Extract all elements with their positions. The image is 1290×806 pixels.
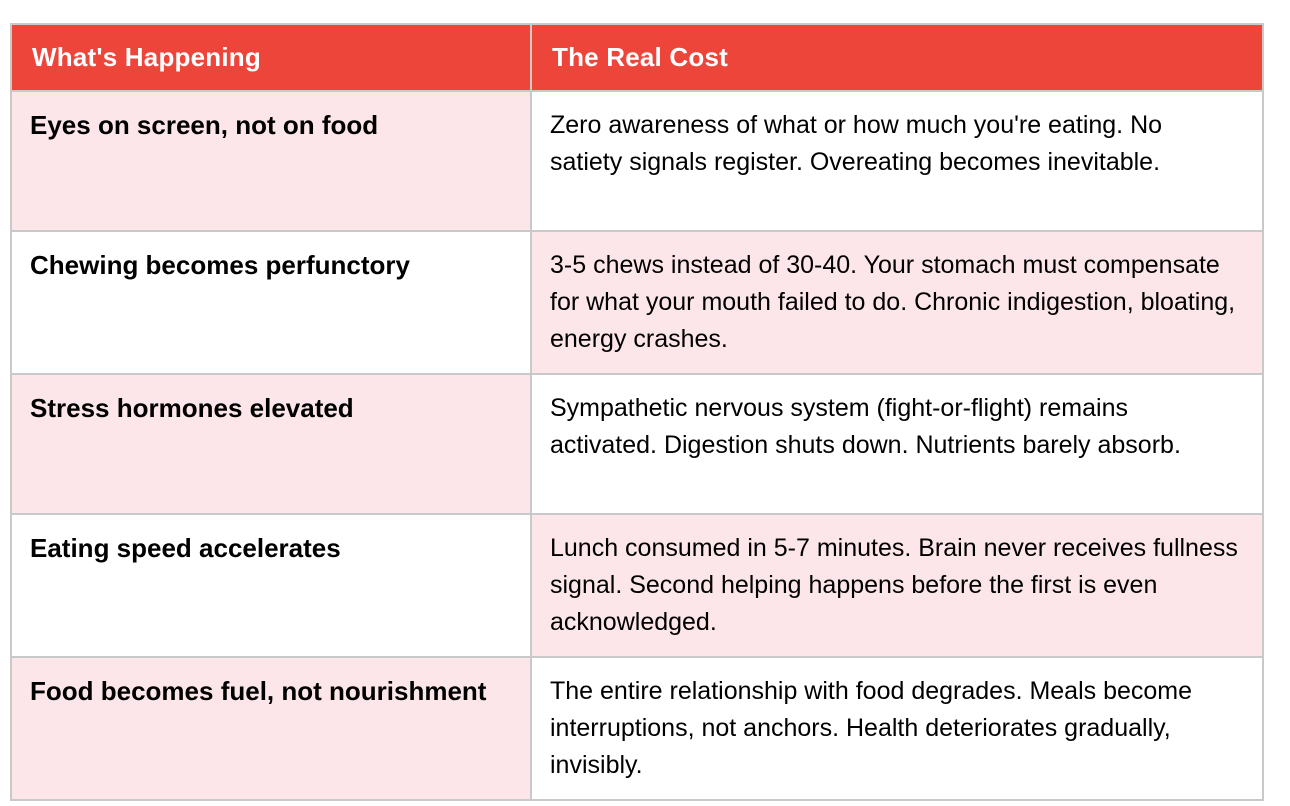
cost-cell: The entire relationship with food degrad… [530,656,1264,801]
column-header-whats-happening: What's Happening [10,23,532,92]
what-cell: Food becomes fuel, not nourishment [10,656,532,801]
table-row: Eyes on screen, not on food Zero awarene… [10,90,1264,232]
what-cell: Eyes on screen, not on food [10,90,532,232]
what-cell: Chewing becomes perfunctory [10,230,532,375]
column-header-real-cost: The Real Cost [530,23,1264,92]
cost-cell: Zero awareness of what or how much you'r… [530,90,1264,232]
cost-cell: 3-5 chews instead of 30-40. Your stomach… [530,230,1264,375]
comparison-table: What's Happening The Real Cost Eyes on s… [10,23,1264,801]
table-row: Eating speed accelerates Lunch consumed … [10,513,1264,658]
header-row: What's Happening The Real Cost [10,23,1264,92]
what-cell: Stress hormones elevated [10,373,532,515]
table-row: Stress hormones elevated Sympathetic ner… [10,373,1264,515]
what-cell: Eating speed accelerates [10,513,532,658]
table-row: Chewing becomes perfunctory 3-5 chews in… [10,230,1264,375]
table-row: Food becomes fuel, not nourishment The e… [10,656,1264,801]
cost-cell: Sympathetic nervous system (fight-or-fli… [530,373,1264,515]
cost-cell: Lunch consumed in 5-7 minutes. Brain nev… [530,513,1264,658]
